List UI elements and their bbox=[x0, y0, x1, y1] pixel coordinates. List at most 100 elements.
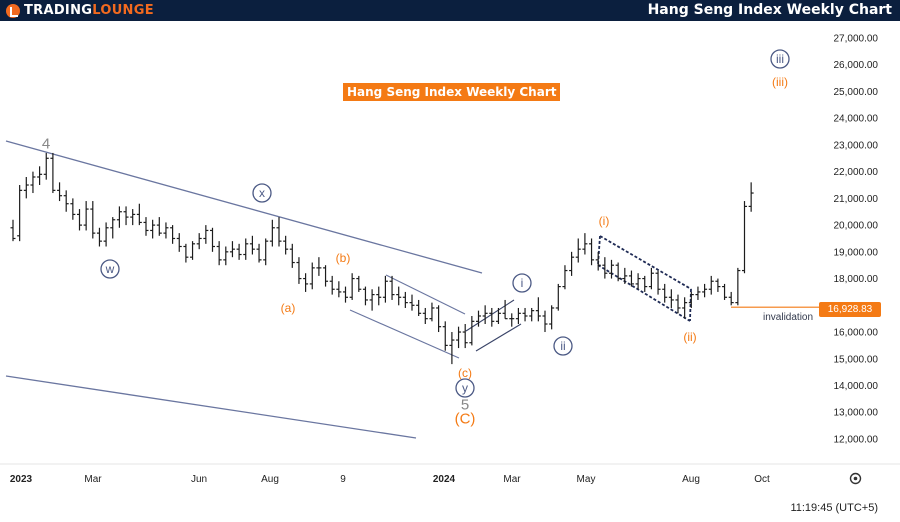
ohlc-bar bbox=[502, 299, 508, 320]
wave-label-text: 4 bbox=[42, 135, 50, 152]
y-tick-label: 23,000.00 bbox=[834, 140, 879, 151]
ohlc-bar bbox=[110, 217, 116, 239]
wave-ii-dashed-lower bbox=[597, 264, 691, 322]
wave-label-ring bbox=[455, 378, 475, 398]
ohlc-bar bbox=[728, 291, 734, 306]
y-tick-label: 26,000.00 bbox=[834, 60, 879, 71]
x-tick-label: Aug bbox=[261, 474, 279, 485]
x-tick-label: Aug bbox=[682, 474, 700, 485]
ohlc-bar bbox=[103, 222, 109, 247]
wave-label-text: iii bbox=[776, 52, 784, 66]
ohlc-bar bbox=[389, 275, 395, 300]
channel-lines bbox=[5, 140, 819, 439]
y-tick-label: 18,000.00 bbox=[834, 274, 879, 285]
y-tick-label: 25,000.00 bbox=[834, 87, 879, 98]
x-tick-label: 2023 bbox=[10, 474, 33, 485]
ohlc-bar bbox=[156, 217, 162, 236]
ohlc-bar bbox=[203, 225, 209, 244]
ohlc-bar bbox=[283, 235, 289, 255]
wave-label: i bbox=[512, 273, 532, 293]
ohlc-bar bbox=[50, 152, 56, 194]
ohlc-bar bbox=[170, 225, 176, 244]
ohlc-bar bbox=[63, 190, 69, 212]
ohlc-bar bbox=[276, 217, 282, 247]
ohlc-bar bbox=[249, 235, 255, 255]
wave-label-ring bbox=[100, 259, 120, 279]
y-tick-label: 24,000.00 bbox=[834, 114, 879, 125]
y-tick-label: 20,000.00 bbox=[834, 221, 879, 232]
ohlc-bar bbox=[130, 209, 136, 226]
ohlc-bar bbox=[416, 299, 422, 316]
ohlc-bar bbox=[256, 243, 262, 263]
ohlc-bar bbox=[329, 275, 335, 295]
ohlc-bar bbox=[589, 238, 595, 266]
invalidation-label: invalidation bbox=[763, 312, 814, 323]
wave-label-text: (i) bbox=[599, 214, 610, 228]
ohlc-bar bbox=[343, 286, 348, 303]
wave-label-text: x bbox=[259, 186, 265, 200]
wave-label-text: (C) bbox=[455, 410, 476, 427]
ohlc-bar bbox=[376, 286, 382, 306]
ohlc-bar bbox=[289, 243, 295, 268]
wave-labels: 4wx(a)(b)(c)y5(C)iii(i)(ii)iii(iii) bbox=[42, 49, 790, 427]
wave-label: (ii) bbox=[683, 330, 696, 344]
ohlc-bar bbox=[615, 262, 621, 282]
ohlc-bar bbox=[196, 233, 202, 250]
ohlc-bar bbox=[535, 297, 541, 322]
ohlc-bar bbox=[529, 307, 535, 322]
ohlc-bar bbox=[216, 241, 222, 266]
ohlc-bar bbox=[609, 259, 614, 279]
brand-logo[interactable]: TRADINGLOUNGE bbox=[6, 2, 154, 19]
ohlc-bar bbox=[37, 166, 43, 186]
ohlc-bar bbox=[70, 198, 76, 220]
ohlc-bar bbox=[722, 283, 728, 300]
wave-label: ii bbox=[553, 336, 573, 356]
wave-label: w bbox=[100, 259, 120, 279]
y-axis: 27,000.00 26,000.00 25,000.00 24,000.00 23,0… bbox=[834, 34, 879, 446]
x-tick-label: 2024 bbox=[433, 474, 456, 485]
wave-label-text: ii bbox=[560, 339, 565, 353]
wave-label: 5 bbox=[461, 396, 469, 413]
price-chart[interactable]: 4wx(a)(b)(c)y5(C)iii(i)(ii)iii(iii) 27,0… bbox=[0, 21, 900, 522]
clock-readout: 11:19:45 (UTC+5) bbox=[790, 502, 878, 514]
wave-label: (C) bbox=[455, 410, 476, 427]
upper-channel-line bbox=[5, 140, 483, 274]
ohlc-bar bbox=[515, 307, 521, 325]
ohlc-bar bbox=[695, 286, 701, 300]
ohlc-bar bbox=[442, 321, 448, 351]
wave-label-text: (c) bbox=[458, 366, 472, 380]
ohlc-bar bbox=[17, 185, 23, 242]
ohlc-bar bbox=[675, 294, 681, 314]
gear-icon[interactable] bbox=[849, 472, 862, 485]
ohlc-bar bbox=[396, 286, 402, 306]
ohlc-bar bbox=[77, 209, 82, 231]
ohlc-bar bbox=[429, 302, 435, 322]
c-wave-channel-lower bbox=[349, 309, 460, 359]
y-tick-label: 22,000.00 bbox=[834, 167, 879, 178]
ohlc-bar bbox=[116, 206, 122, 228]
y-tick-label: 12,000.00 bbox=[834, 434, 879, 445]
y-tick-label: 14,000.00 bbox=[834, 381, 879, 392]
ohlc-bar bbox=[176, 233, 182, 252]
ohlc-bar bbox=[469, 315, 475, 346]
x-axis: 2023 Mar Jun Aug 9 2024 Mar May Aug Oct bbox=[0, 463, 900, 485]
wave-label-ring bbox=[553, 336, 573, 356]
ohlc-bar bbox=[436, 305, 442, 333]
y-tick-label: 27,000.00 bbox=[834, 34, 879, 45]
wave-label-ring bbox=[512, 273, 532, 293]
wave-label: iii bbox=[770, 49, 790, 69]
ohlc-bar bbox=[748, 182, 754, 212]
ohlc-bar bbox=[96, 227, 102, 247]
ohlc-bar bbox=[382, 275, 388, 303]
brand-name: TRADINGLOUNGE bbox=[24, 3, 154, 18]
ohlc-bar bbox=[662, 283, 668, 303]
ohlc-bar bbox=[555, 283, 561, 311]
ohlc-bar bbox=[702, 283, 708, 298]
x-tick-label: Mar bbox=[84, 474, 102, 485]
y-tick-label: 21,000.00 bbox=[834, 194, 879, 205]
ohlc-bar bbox=[495, 307, 501, 325]
ohlc-bar bbox=[595, 251, 601, 271]
brand-part2: LOUNGE bbox=[92, 3, 154, 18]
ohlc-bar bbox=[236, 243, 242, 260]
y-tick-label: 16,000.00 bbox=[834, 328, 879, 339]
